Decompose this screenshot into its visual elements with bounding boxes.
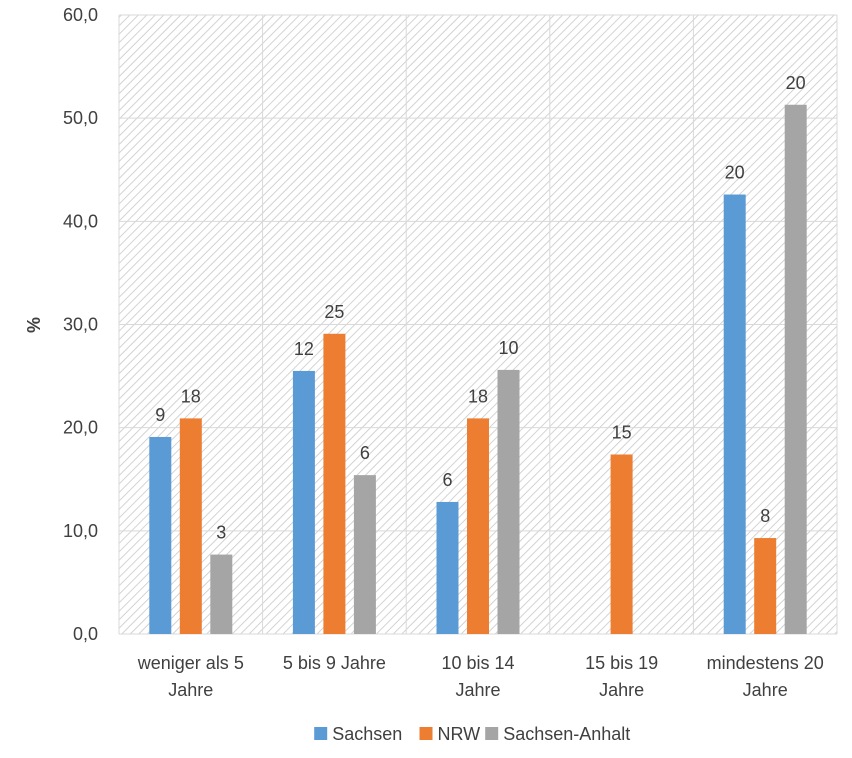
legend-swatch bbox=[419, 727, 433, 740]
y-axis-ticks: 0,0 10,0 20,0 30,0 40,0 50,0 60,0 bbox=[63, 5, 98, 644]
data-label: 9 bbox=[155, 405, 165, 425]
y-tick-label: 20,0 bbox=[63, 418, 98, 438]
bar bbox=[723, 194, 746, 634]
data-label: 6 bbox=[360, 443, 370, 463]
y-axis-title: % bbox=[24, 317, 44, 333]
legend-label: NRW bbox=[438, 724, 481, 744]
data-label: 18 bbox=[181, 386, 201, 406]
x-axis-categories: weniger als 5 Jahre 5 bis 9 Jahre 10 bis 14… bbox=[137, 653, 824, 700]
data-label: 20 bbox=[725, 163, 745, 183]
bar bbox=[353, 475, 376, 634]
bar bbox=[210, 554, 233, 634]
bar bbox=[149, 436, 172, 634]
y-tick-label: 60,0 bbox=[63, 5, 98, 25]
legend-swatch bbox=[485, 727, 499, 740]
bar bbox=[754, 538, 777, 634]
data-label: 20 bbox=[786, 73, 806, 93]
y-tick-label: 50,0 bbox=[63, 108, 98, 128]
y-tick-label: 40,0 bbox=[63, 211, 98, 231]
bar bbox=[497, 369, 520, 634]
data-label: 25 bbox=[324, 302, 344, 322]
y-tick-label: 10,0 bbox=[63, 521, 98, 541]
bar bbox=[784, 104, 807, 634]
data-label: 10 bbox=[498, 338, 518, 358]
bar bbox=[610, 454, 633, 634]
bar bbox=[179, 418, 202, 634]
x-category-label: weniger als 5 Jahre bbox=[137, 653, 244, 700]
legend-label: Sachsen-Anhalt bbox=[503, 724, 630, 744]
x-category-label: 5 bis 9 Jahre bbox=[283, 653, 386, 673]
legend-label: Sachsen bbox=[332, 724, 402, 744]
y-tick-label: 0,0 bbox=[73, 624, 98, 644]
bars bbox=[149, 104, 807, 634]
bar bbox=[292, 370, 315, 634]
data-label: 8 bbox=[760, 506, 770, 526]
data-label: 3 bbox=[216, 523, 226, 543]
data-label: 18 bbox=[468, 386, 488, 406]
x-category-label: 10 bis 14 Jahre bbox=[441, 653, 514, 700]
data-label: 15 bbox=[612, 422, 632, 442]
x-category-label: mindestens 20 Jahre bbox=[707, 653, 824, 700]
data-label: 6 bbox=[442, 470, 452, 490]
data-label: 12 bbox=[294, 339, 314, 359]
y-tick-label: 30,0 bbox=[63, 315, 98, 335]
bar bbox=[323, 333, 346, 634]
bar bbox=[467, 418, 489, 634]
x-category-label: 15 bis 19 Jahre bbox=[585, 653, 658, 700]
bar bbox=[436, 501, 459, 634]
legend-swatch bbox=[314, 727, 328, 740]
legend: Sachsen NRW Sachsen-Anhalt bbox=[314, 724, 630, 744]
data-labels: 9 18 3 12 25 6 6 18 10 15 20 8 20 bbox=[155, 73, 805, 543]
